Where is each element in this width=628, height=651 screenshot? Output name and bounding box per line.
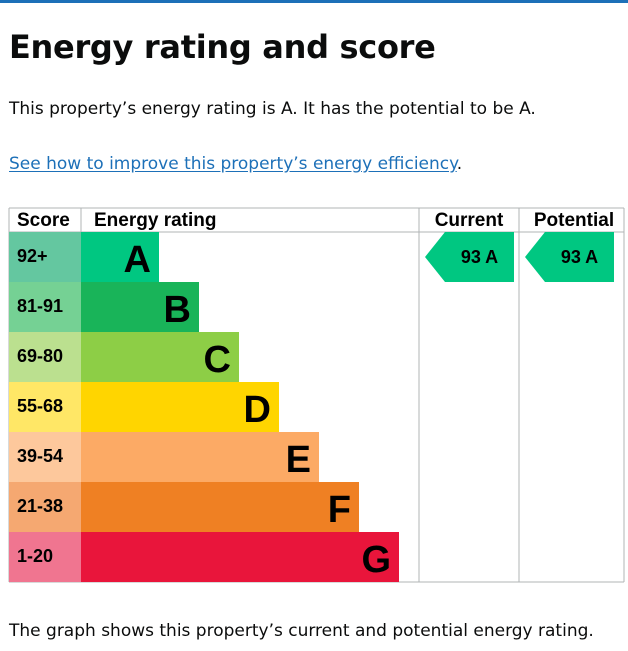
score-cell-e (9, 432, 81, 482)
potential-arrow (525, 232, 614, 282)
band-bar-d (81, 382, 279, 432)
band-bar-b (81, 282, 199, 332)
intro-text: This property’s energy rating is A. It h… (9, 99, 536, 119)
band-letter-b: B (164, 289, 191, 331)
score-label-a: 92+ (17, 246, 48, 266)
page-title: Energy rating and score (9, 28, 436, 66)
improve-efficiency-link[interactable]: See how to improve this property’s energ… (9, 154, 457, 174)
score-label-g: 1-20 (17, 546, 53, 566)
score-cell-a (9, 232, 81, 282)
band-letter-g: G (361, 539, 391, 581)
score-cell-g (9, 532, 81, 582)
band-bar-c (81, 332, 239, 382)
improve-link-line: See how to improve this property’s energ… (9, 154, 462, 174)
score-cell-d (9, 382, 81, 432)
score-cell-c (9, 332, 81, 382)
link-suffix: . (456, 154, 463, 174)
band-bar-g (81, 532, 399, 582)
current-rating-label: 93 A (461, 247, 498, 267)
band-letter-c: C (204, 339, 231, 381)
top-border (0, 0, 628, 3)
score-cell-f (9, 482, 81, 532)
score-label-c: 69-80 (17, 346, 63, 366)
rating-bands: 92+ A 81-91 B 69-80 C 55-68 D 39-54 E 21-38 F 1-20 G (9, 232, 399, 582)
band-bar-e (81, 432, 319, 482)
band-letter-f: F (328, 489, 351, 531)
header-current: Current (435, 210, 504, 231)
band-letter-e: E (286, 439, 311, 481)
header-energy-rating: Energy rating (94, 210, 216, 231)
band-letter-a: A (124, 239, 151, 281)
current-arrow (425, 232, 514, 282)
potential-rating-label: 93 A (561, 247, 598, 267)
header-potential: Potential (534, 210, 614, 231)
score-cell-b (9, 282, 81, 332)
score-label-b: 81-91 (17, 296, 63, 316)
band-letter-d: D (244, 389, 271, 431)
header-score: Score (17, 210, 70, 231)
band-bar-a (81, 232, 159, 282)
score-label-f: 21-38 (17, 496, 63, 516)
score-label-d: 55-68 (17, 396, 63, 416)
chart-caption: The graph shows this property’s current … (9, 621, 594, 641)
rating-arrows: 93 A 93 A (425, 232, 614, 282)
band-bar-f (81, 482, 359, 532)
score-label-e: 39-54 (17, 446, 63, 466)
